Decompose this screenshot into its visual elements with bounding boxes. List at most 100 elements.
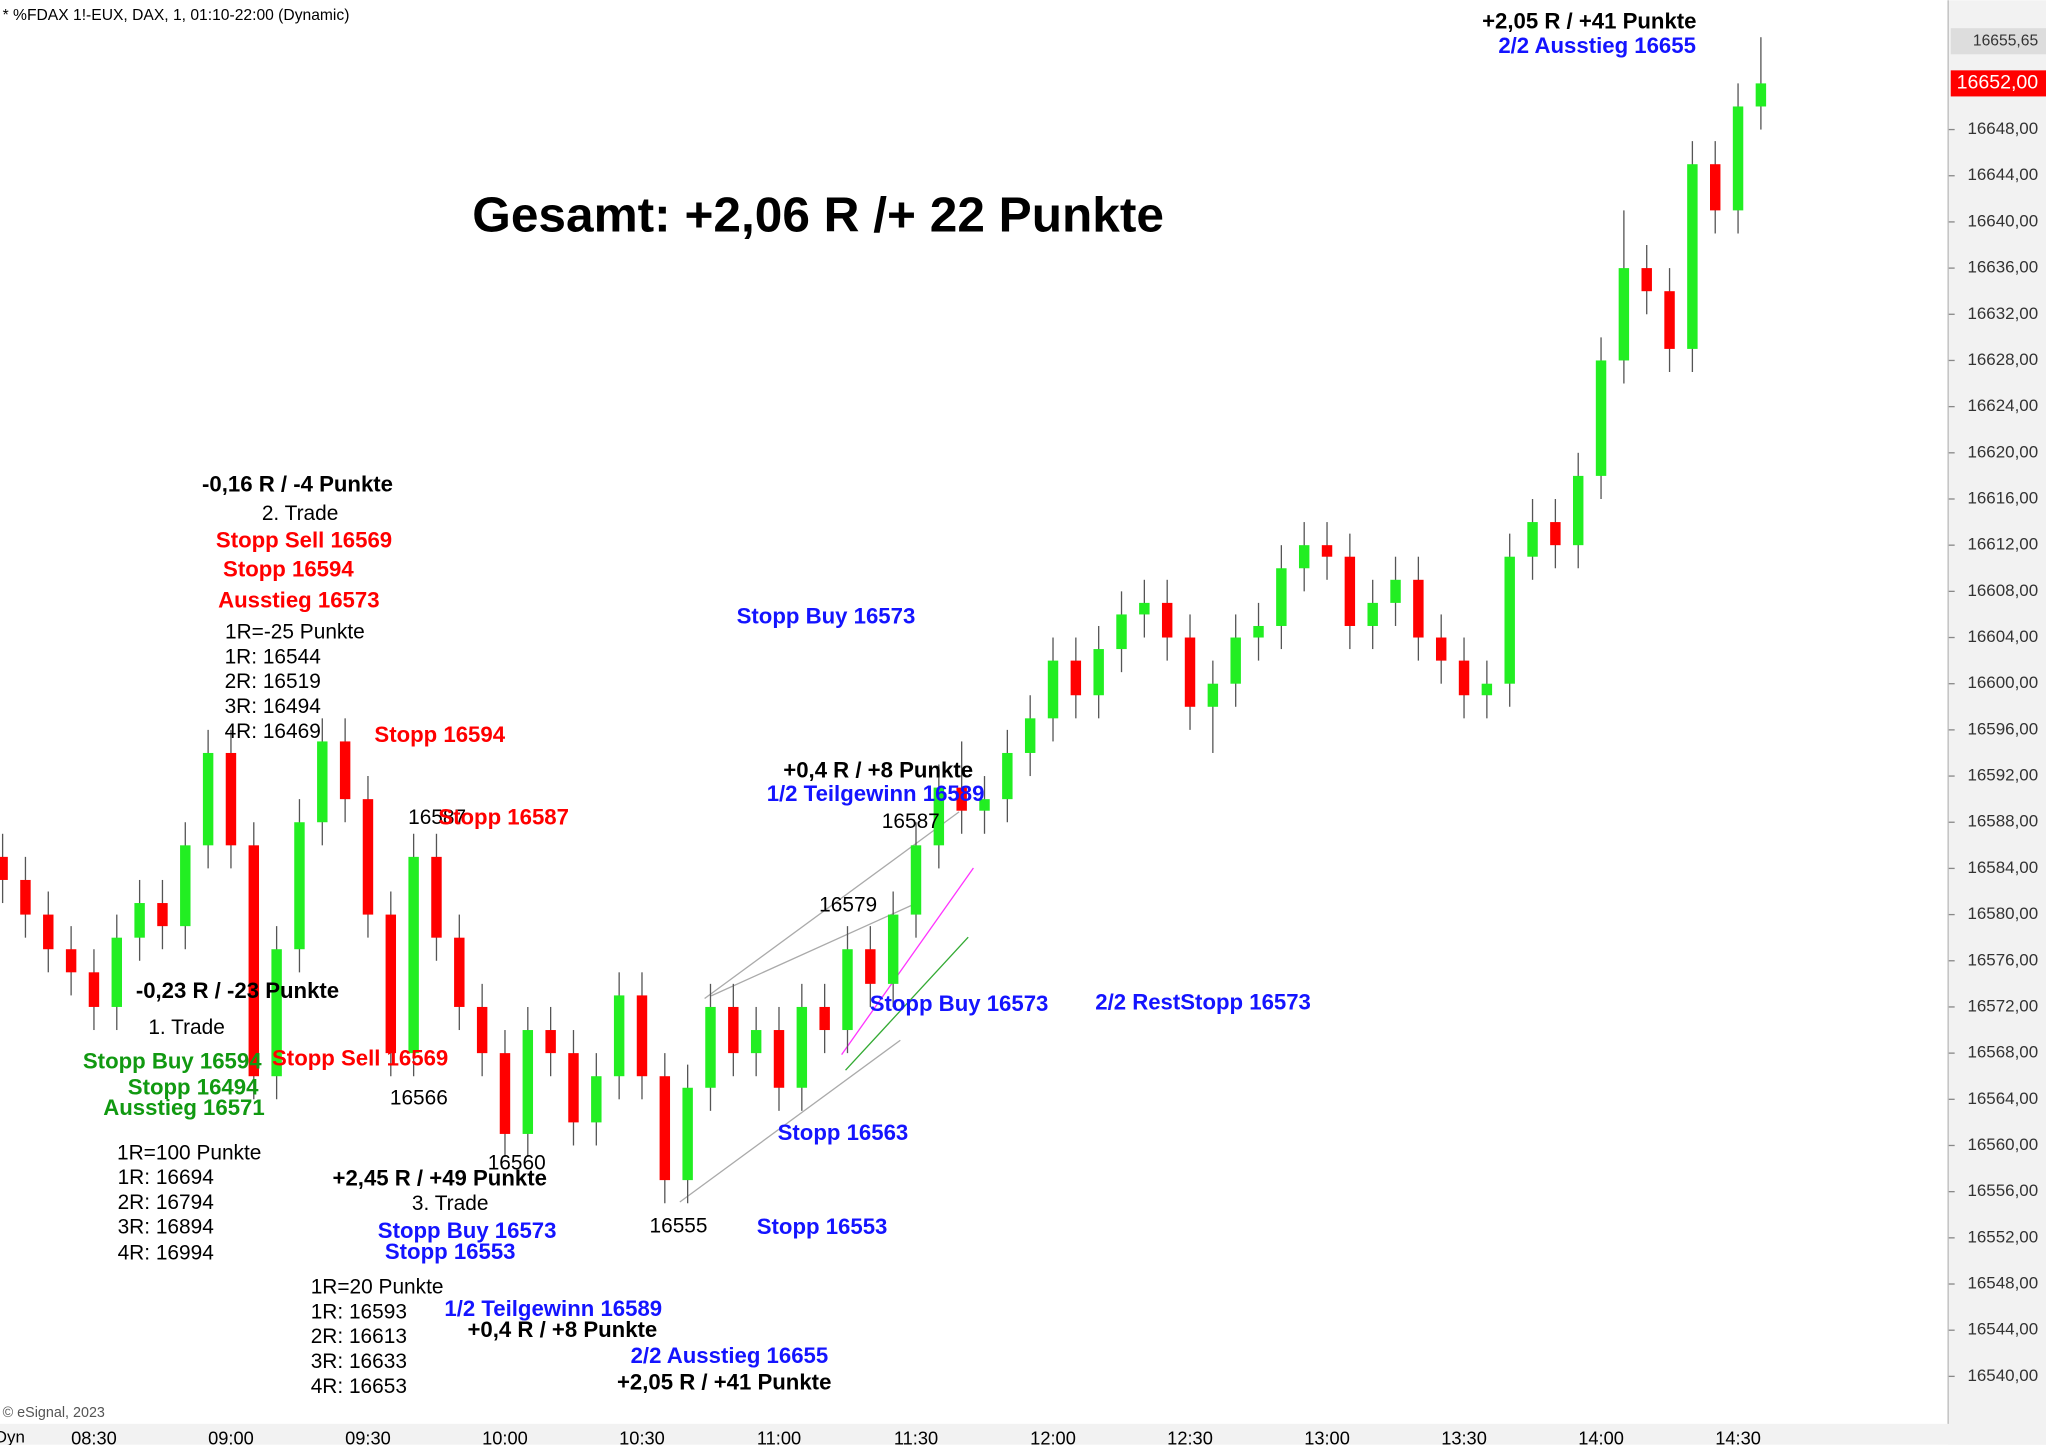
price-marker-label: 16652,00 bbox=[1957, 72, 2039, 94]
candle-body bbox=[1710, 164, 1721, 211]
candle-body bbox=[134, 903, 145, 938]
candle-body bbox=[933, 787, 945, 846]
y-tick-label: 16624,00 bbox=[1967, 396, 2038, 415]
annotation: 3R: 16494 bbox=[225, 695, 321, 718]
annotation: 16560 bbox=[488, 1152, 546, 1175]
candle-body bbox=[910, 845, 922, 915]
candle-body bbox=[362, 799, 374, 915]
candle-body bbox=[636, 995, 648, 1077]
annotation: 1R=-25 Punkte bbox=[225, 621, 365, 644]
annotation: 16566 bbox=[390, 1086, 448, 1109]
y-tick-label: 16560,00 bbox=[1967, 1135, 2038, 1154]
annotation: 2. Trade bbox=[262, 502, 339, 525]
annotation: 4R: 16653 bbox=[311, 1375, 407, 1398]
annotation: +2,05 R / +41 Punkte bbox=[1482, 8, 1696, 33]
candle-body bbox=[1344, 556, 1356, 626]
annotation: -0,16 R / -4 Punkte bbox=[202, 472, 393, 497]
candle-body bbox=[1504, 556, 1515, 684]
candle-body bbox=[499, 1053, 511, 1134]
annotation: 2/2 Ausstieg 16655 bbox=[631, 1343, 829, 1368]
candle-body bbox=[1755, 83, 1767, 107]
y-tick-label: 16580,00 bbox=[1967, 904, 2038, 923]
price-marker bbox=[1950, 70, 2046, 97]
price-marker-label: 16655,65 bbox=[1973, 32, 2039, 49]
candle-body bbox=[705, 1006, 716, 1088]
candle-body bbox=[225, 752, 237, 846]
y-tick-label: 16604,00 bbox=[1967, 627, 2038, 646]
annotation: 4R: 16469 bbox=[225, 720, 321, 743]
candle-body bbox=[796, 1006, 808, 1088]
candle-body bbox=[317, 741, 328, 823]
annotation: 2/2 Ausstieg 16655 bbox=[1498, 33, 1696, 58]
x-tick-label: 09:00 bbox=[208, 1427, 254, 1445]
candle-body bbox=[339, 741, 351, 800]
y-tick-label: 16572,00 bbox=[1967, 996, 2038, 1015]
candle-body bbox=[979, 799, 990, 811]
annotation: Stopp 16594 bbox=[223, 556, 354, 581]
candle-body bbox=[591, 1076, 602, 1123]
annotation: 2R: 16794 bbox=[118, 1191, 214, 1214]
candle-body bbox=[1550, 522, 1561, 546]
y-tick-label: 16564,00 bbox=[1967, 1089, 2038, 1108]
x-tick-label: 12:00 bbox=[1030, 1427, 1076, 1445]
annotation: +2,45 R / +49 Punkte bbox=[333, 1166, 547, 1191]
annotation: 3R: 16894 bbox=[118, 1216, 214, 1239]
y-tick-label: 16548,00 bbox=[1967, 1274, 2038, 1293]
y-tick-label: 16648,00 bbox=[1967, 119, 2038, 138]
candle-body bbox=[454, 937, 465, 1007]
candle-body bbox=[1732, 106, 1744, 211]
x-tick-label: 10:00 bbox=[482, 1427, 528, 1445]
annotation: 16587 bbox=[408, 806, 466, 829]
candle-body bbox=[1093, 649, 1104, 696]
candle-body bbox=[659, 1076, 671, 1181]
candle-body bbox=[1230, 637, 1241, 684]
annotation: 1R: 16593 bbox=[311, 1300, 407, 1323]
trend-line bbox=[845, 936, 969, 1071]
annotation: Stopp 16563 bbox=[778, 1120, 909, 1145]
candle-body bbox=[1161, 602, 1173, 638]
annotation: 16555 bbox=[650, 1214, 708, 1237]
annotation: Stopp Buy 16594 bbox=[83, 1048, 262, 1073]
annotation: -0,23 R / -23 Punkte bbox=[136, 978, 339, 1003]
candles bbox=[0, 37, 1767, 1204]
candle-body bbox=[476, 1006, 488, 1054]
candle-body bbox=[568, 1053, 579, 1123]
price-axis-panel bbox=[1948, 0, 2046, 1445]
candle-body bbox=[1435, 637, 1447, 661]
candle-body bbox=[865, 949, 876, 984]
candle-body bbox=[385, 914, 397, 1054]
candle-body bbox=[750, 1030, 762, 1054]
candle-body bbox=[1139, 602, 1150, 615]
candle-body bbox=[1413, 579, 1424, 638]
annotation: 3. Trade bbox=[412, 1192, 489, 1215]
candle-body bbox=[202, 752, 214, 846]
x-tick-label: 10:30 bbox=[619, 1427, 665, 1445]
annotation: 2/2 RestStopp 16573 bbox=[1095, 990, 1311, 1015]
annotation: 2R: 16613 bbox=[311, 1325, 407, 1348]
y-tick-label: 16616,00 bbox=[1967, 488, 2038, 507]
y-tick-label: 16608,00 bbox=[1967, 581, 2038, 600]
candle-body bbox=[294, 822, 305, 950]
y-tick-label: 16628,00 bbox=[1967, 350, 2038, 369]
candle-body bbox=[1458, 660, 1470, 696]
annotation: 1R: 16544 bbox=[225, 645, 321, 668]
candle-body bbox=[1207, 683, 1219, 707]
time-axis-panel bbox=[0, 1423, 2046, 1445]
trend-line bbox=[679, 1039, 901, 1203]
candle-body bbox=[1276, 568, 1287, 626]
annotation: +0,4 R / +8 Punkte bbox=[783, 757, 973, 782]
candle-body bbox=[545, 1030, 556, 1054]
candle-body bbox=[1367, 602, 1378, 626]
annotation: 1/2 Teilgewinn 16589 bbox=[444, 1296, 662, 1321]
watermark: © eSignal, 2023 bbox=[3, 1405, 105, 1421]
x-tick-label: 08:30 bbox=[71, 1427, 117, 1445]
annotation: 1R: 16694 bbox=[118, 1166, 214, 1189]
candle-body bbox=[682, 1087, 693, 1181]
annotation: Stopp Sell 16569 bbox=[216, 528, 392, 553]
candle-body bbox=[1572, 475, 1584, 546]
y-tick-label: 16592,00 bbox=[1967, 766, 2038, 785]
candle-body bbox=[1527, 522, 1538, 557]
annotation: Stopp 16587 bbox=[438, 804, 569, 829]
price-marker bbox=[1950, 28, 2046, 55]
